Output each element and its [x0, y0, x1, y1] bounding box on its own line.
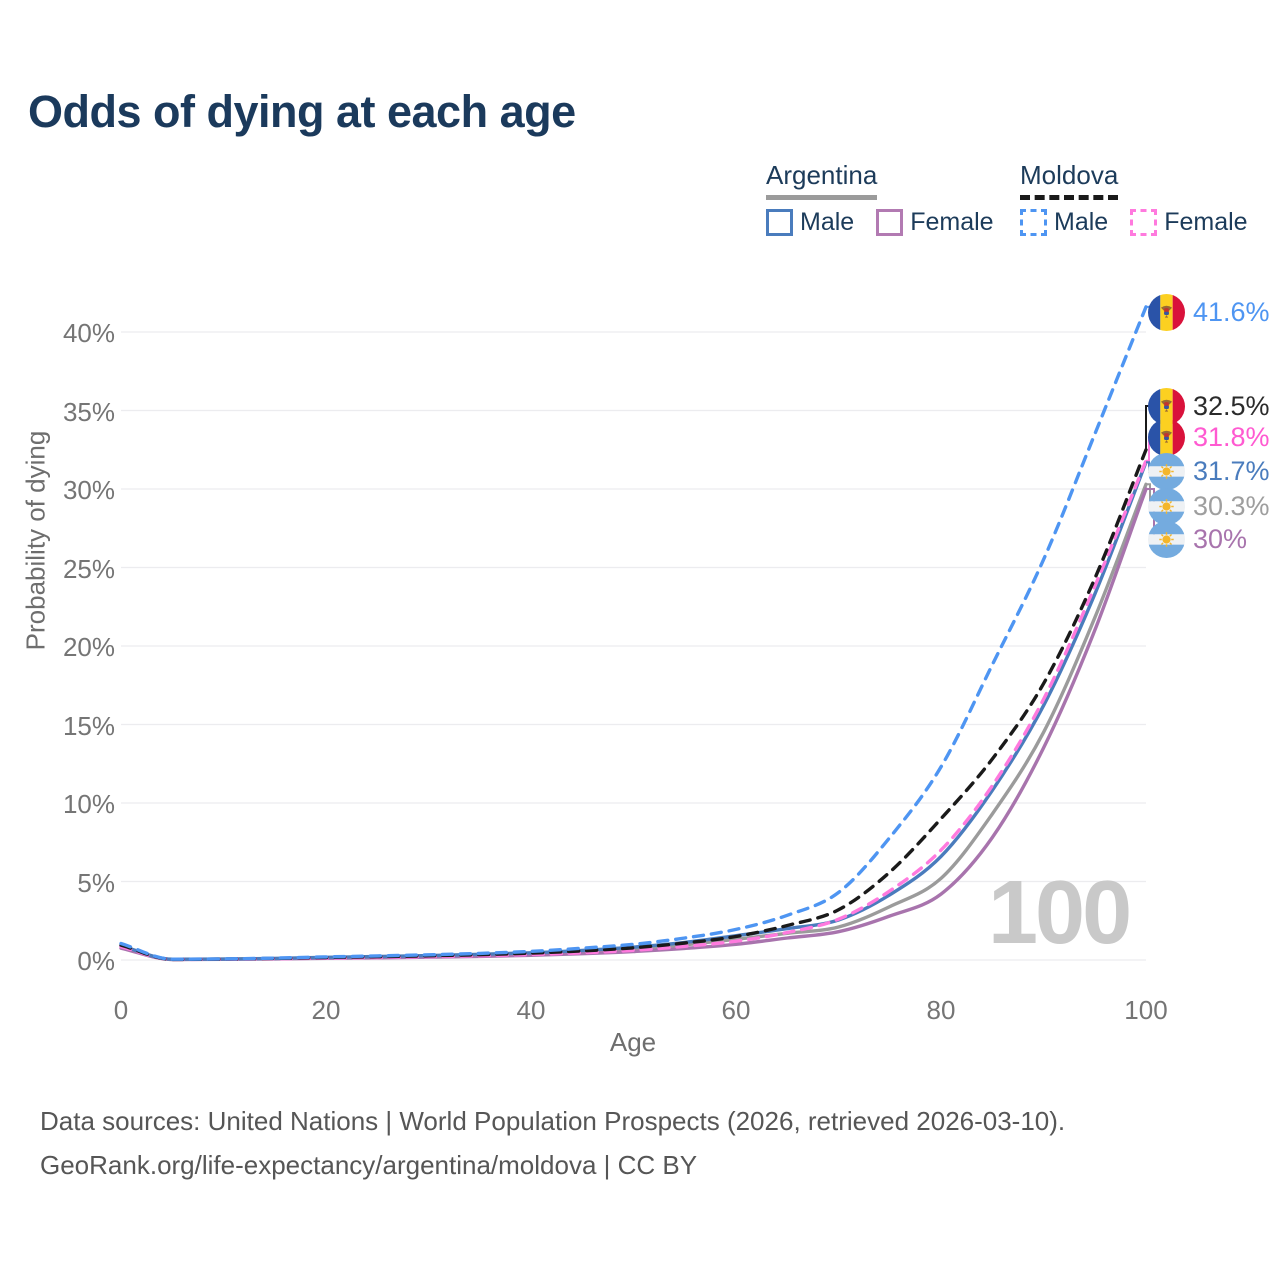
- argentina-male-swatch-icon: [766, 209, 793, 236]
- page-title: Odds of dying at each age: [28, 86, 576, 137]
- y-tick-5: 5%: [77, 868, 115, 898]
- argentina-female-swatch-icon: [876, 209, 904, 236]
- moldova-flag-icon: [1148, 294, 1185, 331]
- end-label-value: 32.5%: [1193, 391, 1270, 421]
- attribution-line: GeoRank.org/life-expectancy/argentina/mo…: [40, 1150, 698, 1180]
- legend-group-moldova: Moldova Male Female: [1020, 160, 1248, 237]
- moldova-flag-icon: [1148, 388, 1185, 425]
- legend-header-argentina[interactable]: Argentina: [766, 160, 878, 200]
- argentina-flag-icon: [1148, 521, 1185, 558]
- end-label-value: 31.7%: [1193, 456, 1270, 486]
- end-label-moldova-male: 41.6%: [1148, 294, 1270, 331]
- legend-item-argentina-male[interactable]: Male: [766, 208, 854, 237]
- legend-group-argentina: Argentina Male Female: [766, 160, 994, 237]
- data-source-line: Data sources: United Nations | World Pop…: [40, 1106, 1066, 1136]
- x-tick-80: 80: [926, 995, 956, 1025]
- y-tick-25: 25%: [62, 554, 115, 584]
- x-tick-40: 40: [516, 995, 546, 1025]
- end-label-moldova-female: 31.8%: [1148, 419, 1270, 456]
- y-tick-15: 15%: [62, 711, 115, 741]
- argentina-flag-icon: [1148, 488, 1185, 525]
- legend-header-moldova[interactable]: Moldova: [1020, 160, 1119, 200]
- legend-item-moldova-female[interactable]: Female: [1130, 208, 1248, 237]
- end-label-value: 30.3%: [1193, 491, 1270, 521]
- y-tick-10: 10%: [62, 789, 115, 819]
- y-tick-30: 30%: [62, 475, 115, 505]
- y-tick-0: 0%: [77, 946, 115, 976]
- end-label-value: 30%: [1193, 524, 1248, 554]
- legend-item-argentina-female[interactable]: Female: [876, 208, 994, 237]
- end-label-argentina-male: 31.7%: [1148, 453, 1270, 490]
- y-tick-20: 20%: [62, 632, 115, 662]
- age-watermark: 100: [988, 863, 1132, 963]
- moldova-female-swatch-icon: [1130, 209, 1158, 236]
- legend-item-label: Male: [1054, 208, 1109, 236]
- end-label-value: 41.6%: [1193, 297, 1270, 327]
- moldova-male-swatch-icon: [1020, 209, 1047, 236]
- x-tick-20: 20: [311, 995, 341, 1025]
- y-tick-40: 40%: [62, 318, 115, 348]
- end-label-moldova-both: 32.5%: [1148, 388, 1270, 425]
- x-tick-0: 0: [113, 995, 129, 1025]
- end-label-value: 31.8%: [1193, 422, 1270, 452]
- x-tick-100: 100: [1124, 995, 1168, 1025]
- legend-item-moldova-male[interactable]: Male: [1020, 208, 1108, 237]
- y-tick-35: 35%: [62, 397, 115, 427]
- end-label-argentina-female: 30%: [1148, 521, 1247, 558]
- argentina-flag-icon: [1148, 453, 1185, 490]
- x-tick-60: 60: [721, 995, 751, 1025]
- legend-item-label: Female: [910, 208, 994, 236]
- legend-item-label: Male: [800, 208, 855, 236]
- x-axis-title: Age: [609, 1027, 657, 1057]
- series-line-moldova-male: [119, 305, 1148, 961]
- end-label-argentina-both: 30.3%: [1148, 488, 1270, 525]
- moldova-flag-icon: [1148, 419, 1185, 456]
- legend-item-label: Female: [1164, 208, 1248, 236]
